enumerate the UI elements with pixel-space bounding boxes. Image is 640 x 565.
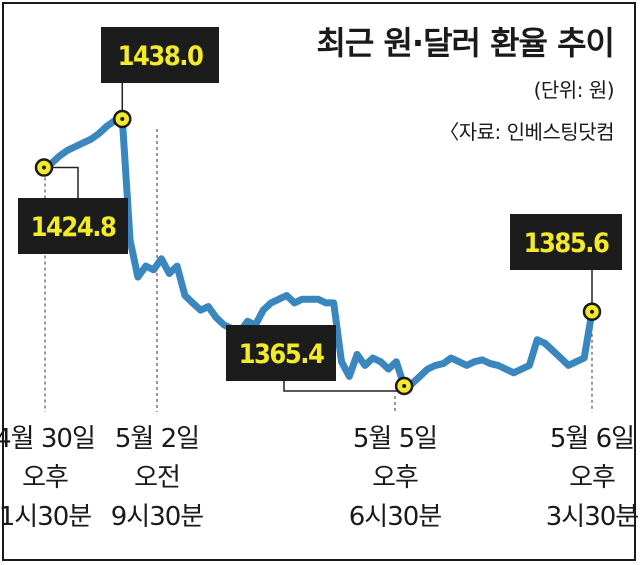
x-tick-label: 오후 — [22, 463, 68, 493]
unit-note: (단위: 원) — [533, 78, 615, 102]
value-callout: 1424.8 — [18, 198, 128, 254]
callout-box — [18, 198, 128, 254]
x-tick-label: 오후 — [569, 463, 615, 493]
marker-center — [42, 165, 46, 170]
x-tick-label: 9시30분 — [111, 502, 204, 532]
x-tick-label: 3시30분 — [546, 502, 639, 532]
value-markers — [34, 109, 602, 396]
value-callout: 1365.4 — [226, 325, 336, 381]
value-callouts: 1424.8 1438.0 1365.4 1385.6 — [18, 27, 622, 381]
x-tick-label: 6시30분 — [349, 502, 442, 532]
x-tick-label: 오후 — [372, 463, 418, 493]
chart-title: 최근 원·달러 환율 추이 — [316, 24, 615, 62]
callout-value: 1365.4 — [239, 339, 324, 370]
marker-center — [590, 309, 594, 314]
x-tick-label: 5월 2일 — [115, 424, 199, 454]
callout-leader — [283, 381, 405, 392]
callout-leader — [44, 166, 79, 198]
callout-box — [510, 214, 622, 270]
callout-box — [101, 27, 219, 83]
callout-value: 1438.0 — [118, 41, 203, 72]
x-tick-label: 5월 6일 — [550, 424, 634, 454]
marker-center — [120, 117, 125, 121]
source-note: 〈자료: 인베스팅닷컴 — [439, 120, 614, 144]
callout-value: 1424.8 — [31, 212, 116, 243]
exchange-rate-line — [40, 115, 596, 390]
x-tick-label: 1시30분 — [0, 502, 91, 532]
x-tick-label: 오전 — [134, 463, 180, 493]
callout-value: 1385.6 — [524, 228, 609, 259]
x-tick-label: 5월 5일 — [353, 424, 437, 454]
value-callout: 1438.0 — [101, 27, 219, 83]
x-tick-label: 4월 30일 — [0, 424, 95, 454]
value-callout: 1385.6 — [510, 214, 622, 270]
callout-box — [226, 325, 336, 381]
marker-center — [402, 384, 407, 388]
